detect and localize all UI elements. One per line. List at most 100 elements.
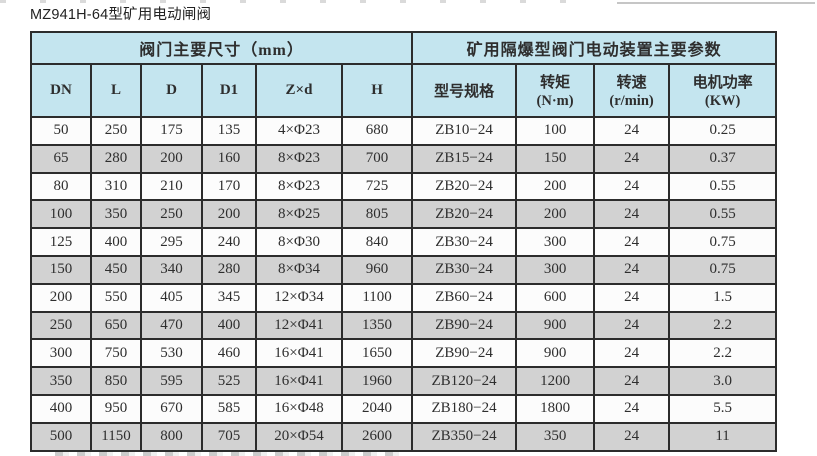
table-cell: 525 [201,366,257,396]
table-cell: 650 [90,310,142,341]
cropped-text-artifact-top [0,0,600,3]
table-row: 100 350 250 200 8×Φ25 805 ZB20−24 200 24 0.55 [30,199,778,230]
col-header-d: D [140,63,203,118]
table-cell: 65 [30,143,92,174]
table-cell: 310 [90,171,142,202]
col-header-label: 转矩 [540,75,571,91]
table-cell: ZB10−24 [411,116,518,146]
table-cell: 24 [593,254,671,285]
table-row: 250 650 470 400 12×Φ41 1350 ZB90−24 900 24 2.2 [30,310,778,341]
table-cell: 8×Φ34 [255,254,343,285]
col-header-motor-power: 电机功率 (KW) [668,63,778,118]
table-body: 50 250 175 135 4×Φ23 680 ZB10−24 100 24 0.25 65 280… [30,116,778,452]
table-cell: 600 [515,282,596,313]
table-row: 500 1150 800 705 20×Φ54 2600 ZB350−24 350 24 11 [30,421,778,452]
table-cell: ZB30−24 [411,227,518,257]
table-cell: 11 [668,421,778,452]
table-cell: 900 [515,310,596,341]
table-cell: 350 [30,366,92,396]
col-header-model: 型号规格 [411,63,518,118]
table-cell: 805 [340,199,414,230]
col-header-l: L [90,63,142,118]
table-cell: 295 [140,227,203,257]
table-cell: 8×Φ25 [255,199,343,230]
table-cell: 500 [30,421,92,452]
table-cell: 200 [515,171,596,202]
col-header-h: H [340,63,414,118]
col-header-dn: DN [30,63,92,118]
table-cell: 1350 [340,310,414,341]
table-cell: 24 [593,338,671,369]
table-cell: 1150 [90,421,142,452]
table-cell: 4×Φ23 [255,116,343,146]
table-cell: 135 [201,116,257,146]
col-header-unit: (N·m) [536,93,574,109]
table-cell: 340 [140,254,203,285]
table-cell: 345 [201,282,257,313]
table-cell: 800 [140,421,203,452]
table-cell: 100 [515,116,596,146]
table-cell: 8×Φ30 [255,227,343,257]
table-cell: 705 [201,421,257,452]
table-cell: 20×Φ54 [255,421,343,452]
table-cell: 0.55 [668,199,778,230]
col-header-label: 转速 [616,75,647,91]
col-header-label: 电机功率 [692,75,753,91]
table-cell: 175 [140,116,203,146]
table-cell: ZB60−24 [411,282,518,313]
table-cell: 900 [515,338,596,369]
table-cell: 550 [90,282,142,313]
table-cell: 300 [30,338,92,369]
table-cell: 24 [593,421,671,452]
table-cell: 950 [90,393,142,424]
col-header-unit: (r/min) [609,93,654,109]
col-header-d1: D1 [201,63,257,118]
table-cell: 450 [90,254,142,285]
section-header-actuator-parameters: 矿用隔爆型阀门电动装置主要参数 [411,31,778,65]
table-cell: 24 [593,310,671,341]
col-header-unit: (KW) [704,93,741,109]
table-cell: 1800 [515,393,596,424]
table-cell: 0.37 [668,143,778,174]
table-cell: 280 [90,143,142,174]
table-cell: 2600 [340,421,414,452]
table-cell: 150 [515,143,596,174]
table-cell: 680 [340,116,414,146]
table-cell: 16×Φ48 [255,393,343,424]
table-cell: 24 [593,116,671,146]
table-cell: 24 [593,199,671,230]
table-cell: 250 [30,310,92,341]
table-row: 50 250 175 135 4×Φ23 680 ZB10−24 100 24 0.25 [30,116,778,146]
table-cell: 850 [90,366,142,396]
table-cell: 80 [30,171,92,202]
table-cell: 750 [90,338,142,369]
column-header-row: DN L D D1 Z×d H 型号规格 转矩 (N·m) 转速 (r/min)… [30,63,778,118]
table-cell: 24 [593,143,671,174]
table-row: 350 850 595 525 16×Φ41 1960 ZB120−24 1200 24 3.0 [30,366,778,396]
table-cell: 350 [90,199,142,230]
table-cell: ZB90−24 [411,310,518,341]
table-cell: 1650 [340,338,414,369]
table-cell: 725 [340,171,414,202]
table-cell: 585 [201,393,257,424]
table-cell: ZB20−24 [411,171,518,202]
table-cell: 8×Φ23 [255,143,343,174]
table-cell: 125 [30,227,92,257]
table-cell: ZB30−24 [411,254,518,285]
table-cell: 405 [140,282,203,313]
table-cell: 210 [140,171,203,202]
section-header-row: 阀门主要尺寸（mm） 矿用隔爆型阀门电动装置主要参数 [29,31,778,65]
table-cell: 530 [140,338,203,369]
table-cell: ZB15−24 [411,143,518,174]
table-cell: 1.5 [668,282,778,313]
table-cell: 2.2 [668,310,778,341]
table-cell: 24 [593,227,671,257]
table-cell: ZB350−24 [411,421,518,452]
table-cell: 200 [30,282,92,313]
table-row: 80 310 210 170 8×Φ23 725 ZB20−24 200 24 0.55 [30,171,778,202]
table-cell: 170 [201,171,257,202]
table-cell: 300 [515,227,596,257]
table-cell: 700 [340,143,414,174]
table-cell: 50 [30,116,92,146]
